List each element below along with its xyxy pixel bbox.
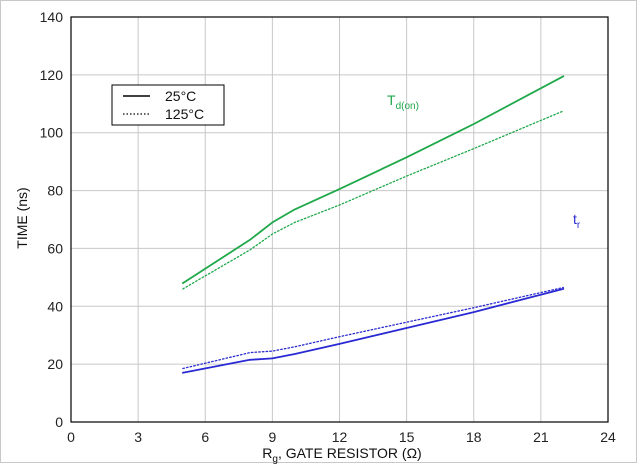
annotation-td-on-main: T — [387, 92, 396, 108]
x-axis-label-sub: g — [272, 454, 278, 464]
x-tick-label: 12 — [332, 429, 348, 445]
x-tick-label: 6 — [201, 429, 209, 445]
plot-area-border — [70, 16, 609, 423]
y-tick-label: 80 — [47, 183, 63, 199]
annotation-tr-main: t — [573, 211, 577, 227]
grid — [71, 17, 608, 422]
y-tick-label: 100 — [40, 125, 64, 141]
annotation-tr: tr — [573, 211, 581, 231]
x-axis-label-main: R — [262, 445, 272, 461]
tick-labels: 0 20 40 60 80 100 120 140 0 3 6 9 12 15 18 21 24 — [40, 9, 616, 445]
x-tick-label: 15 — [399, 429, 415, 445]
series-lines — [181, 75, 565, 374]
legend-box — [111, 84, 225, 126]
legend-label-25c: 25°C — [165, 88, 196, 104]
x-tick-label: 0 — [67, 429, 75, 445]
y-tick-label: 20 — [47, 356, 63, 372]
y-tick-label: 60 — [47, 240, 63, 256]
x-tick-label: 18 — [466, 429, 482, 445]
legend-label-125c: 125°C — [165, 106, 204, 122]
x-axis-label-rest: , GATE RESISTOR (Ω) — [278, 445, 422, 461]
x-tick-label: 9 — [268, 429, 276, 445]
legend: 25°C 125°C — [111, 84, 225, 126]
series-line-tr-25c — [181, 287, 565, 374]
x-tick-label: 24 — [600, 429, 616, 445]
y-tick-label: 0 — [55, 414, 63, 430]
x-axis-label: Rg, GATE RESISTOR (Ω) — [262, 445, 421, 464]
annotation-tr-sub: r — [577, 220, 581, 231]
annotation-td-on: Td(on) — [387, 92, 419, 112]
y-tick-label: 40 — [47, 298, 63, 314]
x-tick-label: 21 — [533, 429, 549, 445]
y-axis-label: TIME (ns) — [14, 187, 30, 248]
series-line-td-on-25c — [181, 75, 565, 285]
annotation-td-on-sub: d(on) — [396, 101, 419, 112]
y-tick-label: 120 — [40, 67, 64, 83]
y-tick-label: 140 — [40, 9, 64, 25]
series-line-td-on-125c — [182, 110, 564, 290]
x-tick-label: 3 — [134, 429, 142, 445]
series-line-tr-125c — [182, 286, 564, 370]
